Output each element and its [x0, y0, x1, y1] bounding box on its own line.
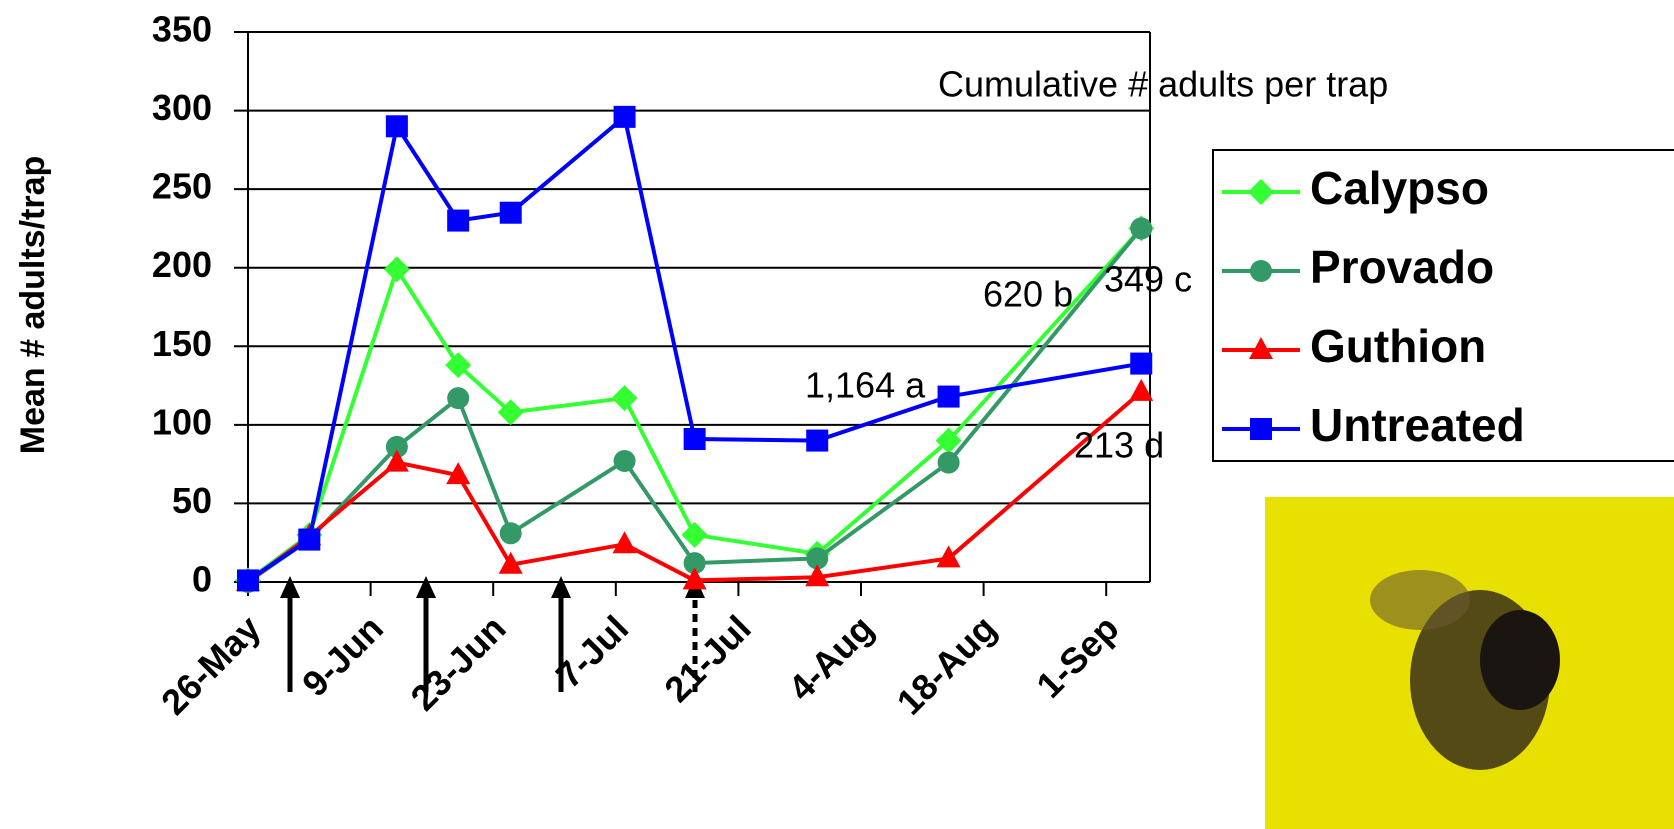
- chart: Mean # adults/trap 0 50 100 150 200 250 300 350…: [0, 0, 1674, 829]
- marker: [682, 522, 708, 548]
- annotation: 213 d: [1074, 425, 1164, 466]
- marker: [614, 450, 636, 472]
- annotation: Cumulative # adults per trap: [938, 64, 1388, 105]
- marker: [1250, 418, 1272, 440]
- marker: [613, 531, 637, 553]
- y-tick-label: 150: [152, 323, 212, 364]
- x-tick-label: 4-Aug: [780, 607, 881, 708]
- photo: [1265, 497, 1674, 829]
- marker: [938, 452, 960, 474]
- marker: [684, 428, 706, 450]
- legend-label: Untreated: [1310, 399, 1525, 451]
- x-tick-label: 9-Jun: [294, 607, 391, 704]
- marker: [298, 529, 320, 551]
- marker: [447, 210, 469, 232]
- x-tick-label: 1-Sep: [1028, 607, 1126, 705]
- marker: [500, 202, 522, 224]
- marker: [384, 256, 410, 282]
- marker: [500, 522, 522, 544]
- annotation: 349 c: [1104, 259, 1192, 300]
- marker: [237, 569, 259, 591]
- x-tick-label: 21-Jul: [656, 607, 759, 710]
- marker: [614, 106, 636, 128]
- y-tick-label: 250: [152, 166, 212, 207]
- series-line: [248, 117, 1141, 581]
- x-tick-label: 26-May: [153, 607, 268, 722]
- marker: [938, 386, 960, 408]
- y-axis-label: Mean # adults/trap: [14, 156, 52, 455]
- y-tick-label: 50: [172, 480, 212, 521]
- legend-label: Calypso: [1310, 162, 1489, 214]
- marker: [1130, 353, 1152, 375]
- y-tick-label: 100: [152, 401, 212, 442]
- annotation: 1,164 a: [805, 365, 926, 406]
- marker: [612, 385, 638, 411]
- x-tick-label: 18-Aug: [889, 607, 1004, 722]
- annotation: 620 b: [983, 274, 1073, 315]
- marker: [447, 387, 469, 409]
- legend-label: Guthion: [1310, 320, 1486, 372]
- y-tick-label: 0: [192, 559, 212, 600]
- x-tick-label: 23-Jun: [403, 607, 514, 718]
- marker: [1250, 260, 1272, 282]
- marker: [806, 430, 828, 452]
- legend-label: Provado: [1310, 241, 1494, 293]
- y-tick-label: 300: [152, 87, 212, 128]
- marker: [386, 115, 408, 137]
- marker: [1130, 217, 1152, 239]
- y-tick-label: 200: [152, 244, 212, 285]
- y-tick-label: 350: [152, 9, 212, 50]
